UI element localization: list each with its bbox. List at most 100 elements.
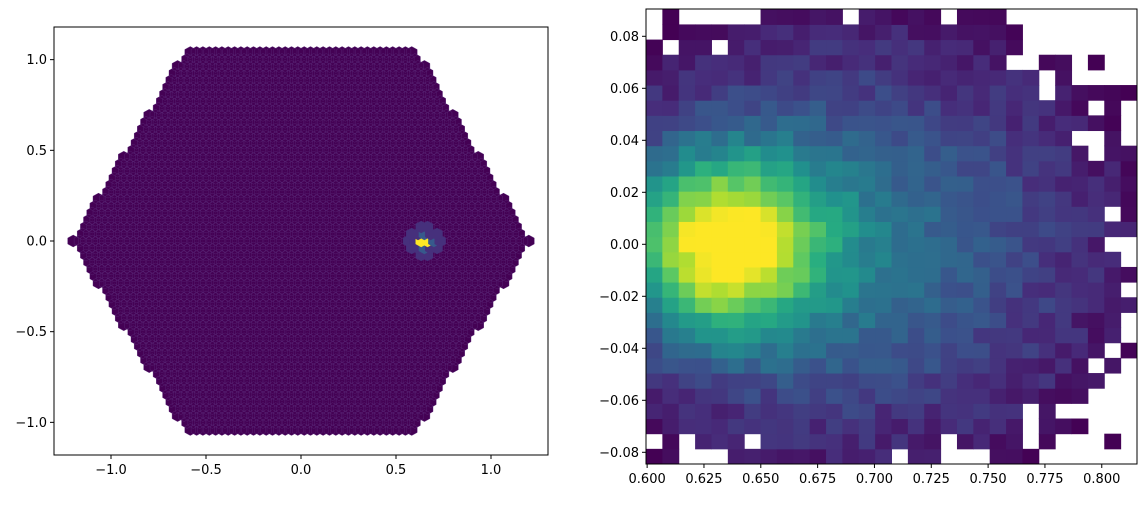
hist2d-cell: [989, 403, 1007, 420]
hist2d-cell: [711, 266, 729, 283]
hist2d-cell: [1104, 433, 1122, 450]
hist2d-cell: [826, 342, 843, 359]
hist2d-cell: [760, 282, 778, 298]
hist2d-cell: [744, 418, 762, 435]
hist2d-cell: [1087, 236, 1105, 253]
hist2d-cell: [1006, 206, 1023, 222]
hist2d-cell: [973, 206, 991, 222]
hist2d-cell: [858, 160, 876, 177]
hist2d-cell: [842, 297, 860, 313]
hist2d-cell: [1071, 373, 1089, 389]
hist2d-cell: [973, 191, 991, 207]
hist2d-cell: [646, 251, 663, 268]
hist2d-cell: [858, 327, 876, 344]
hist2d-cell: [924, 100, 942, 116]
hist2d-cell: [662, 403, 680, 420]
hist2d-cell: [809, 69, 827, 86]
hist2d-cell: [924, 54, 942, 71]
hist2d-cell: [727, 433, 745, 450]
hist2d-cell: [1006, 176, 1023, 192]
hist2d-cell: [842, 145, 860, 162]
hist2d-cell: [776, 236, 794, 253]
hist2d-cell: [875, 327, 892, 344]
hist2d-cell: [662, 130, 680, 147]
hist2d-cell: [1022, 342, 1040, 359]
hist2d-cell: [662, 266, 680, 283]
hist2d-cell: [1055, 191, 1073, 207]
hexbin-y-axis: −1.0 −0.5 0.0 0.5 1.0: [15, 53, 54, 431]
hist2d-cell: [711, 115, 729, 132]
hist2d-cell: [776, 251, 794, 268]
hist2d-cell: [989, 327, 1007, 344]
hist2d-cell: [744, 297, 762, 313]
hexbin-x-tick-label: 1.0: [481, 463, 502, 478]
hist2d-cell: [1120, 221, 1138, 238]
hist2d-cell: [973, 403, 991, 420]
hist2d-cell: [973, 54, 991, 71]
hist2d-cell: [1055, 130, 1073, 147]
hist2d-cell: [973, 357, 991, 374]
hist2d-cell: [858, 9, 876, 25]
hist2d-cell: [1022, 100, 1040, 116]
hist2d-cell: [842, 433, 860, 450]
hist2d-cell: [744, 24, 762, 41]
hist2d-cell: [727, 251, 745, 268]
hist2d-cell: [875, 145, 892, 162]
hist2d-cell: [711, 145, 729, 162]
hist2d-cell: [662, 433, 680, 450]
hist2d-cell: [727, 206, 745, 222]
hist2d-cell: [875, 282, 892, 298]
hist2d-cell: [678, 251, 696, 268]
hist2d-cell: [940, 160, 958, 177]
hist2d-cell: [776, 403, 794, 420]
hist2d-cell: [842, 312, 860, 329]
hist2d-cell: [727, 403, 745, 420]
hist2d-cell: [711, 312, 729, 329]
hist2d-cell: [1120, 160, 1138, 177]
hist2d-cell: [760, 403, 778, 420]
hist2d-cell: [809, 236, 827, 253]
hist2d-cell: [1022, 130, 1040, 147]
hist2d-cell: [842, 221, 860, 238]
hist2d-cell: [727, 327, 745, 344]
hist2d-cell: [760, 221, 778, 238]
hist2d-cell: [727, 418, 745, 435]
hist2d-cell: [924, 282, 942, 298]
hist2d-cell: [776, 388, 794, 404]
hist2d-cell: [1087, 54, 1105, 71]
hist2d-cell: [973, 282, 991, 298]
hist2d-cell: [1055, 327, 1073, 344]
hexbin-background-cells: [67, 46, 535, 436]
hist2d-cell: [678, 342, 696, 359]
hist2d-cell: [678, 115, 696, 132]
hist2d-cell: [875, 433, 892, 450]
hist2d-cell: [826, 236, 843, 253]
hist2d-cell: [826, 100, 843, 116]
hist2d-cell: [956, 145, 974, 162]
hist2d-cell: [956, 236, 974, 253]
hist2d-cell: [809, 24, 827, 41]
hist2d-cell: [1022, 373, 1040, 389]
hist2d-cell: [711, 388, 729, 404]
hist2d-cell: [1071, 191, 1089, 207]
hist2d-cell: [1071, 236, 1089, 253]
hist2d-cell: [809, 9, 827, 25]
hist2d-cell: [1071, 342, 1089, 359]
hist2d-cell: [793, 206, 811, 222]
hist2d-cell: [891, 206, 909, 222]
hist2d-cell: [646, 39, 663, 56]
hist2d-cell: [891, 85, 909, 101]
hist2d-cell: [711, 373, 729, 389]
hist2d-cell: [1022, 176, 1040, 192]
hist2d-cell: [907, 312, 925, 329]
hist2d-cell: [1038, 206, 1056, 222]
hist2d-cell: [907, 327, 925, 344]
hist2d-cell: [1120, 206, 1138, 222]
hist2d-cell: [646, 206, 663, 222]
hist2d-cell: [1006, 115, 1023, 132]
hist2d-cell: [1022, 312, 1040, 329]
hist2d-cell: [907, 191, 925, 207]
hist2d-cell: [727, 448, 745, 465]
hist2d-cell: [809, 191, 827, 207]
hist2d-cell: [1038, 297, 1056, 313]
